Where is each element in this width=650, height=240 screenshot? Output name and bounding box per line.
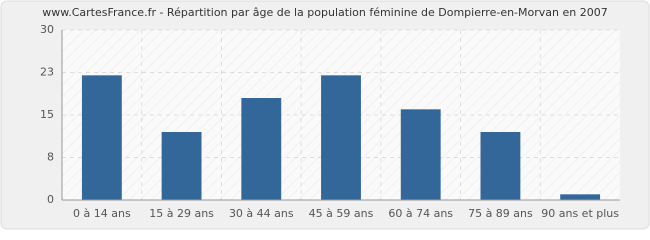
x-tick-label: 90 ans et plus [541, 207, 619, 220]
x-tick-label: 30 à 44 ans [229, 207, 294, 220]
y-tick-label: 30 [40, 23, 54, 36]
bar [480, 132, 521, 200]
y-tick-label: 8 [47, 151, 54, 164]
chart: www.CartesFrance.fr - Répartition par âg… [0, 0, 650, 230]
y-tick-label: 15 [40, 108, 54, 121]
bar [560, 194, 601, 200]
x-tick-label: 60 à 74 ans [388, 207, 453, 220]
chart-title: www.CartesFrance.fr - Répartition par âg… [42, 6, 607, 19]
bar [241, 98, 282, 200]
bar [321, 75, 361, 200]
x-tick-label: 75 à 89 ans [468, 207, 533, 220]
bar [81, 75, 122, 200]
page: {"chart_data": {"type": "bar", "title": … [0, 0, 650, 230]
y-tick-label: 23 [40, 66, 54, 79]
x-tick-label: 45 à 59 ans [309, 207, 374, 220]
y-tick-label: 0 [47, 193, 54, 206]
bar [400, 109, 441, 200]
x-tick-label: 15 à 29 ans [149, 207, 214, 220]
bar [161, 132, 202, 200]
x-tick-label: 0 à 14 ans [73, 207, 131, 220]
